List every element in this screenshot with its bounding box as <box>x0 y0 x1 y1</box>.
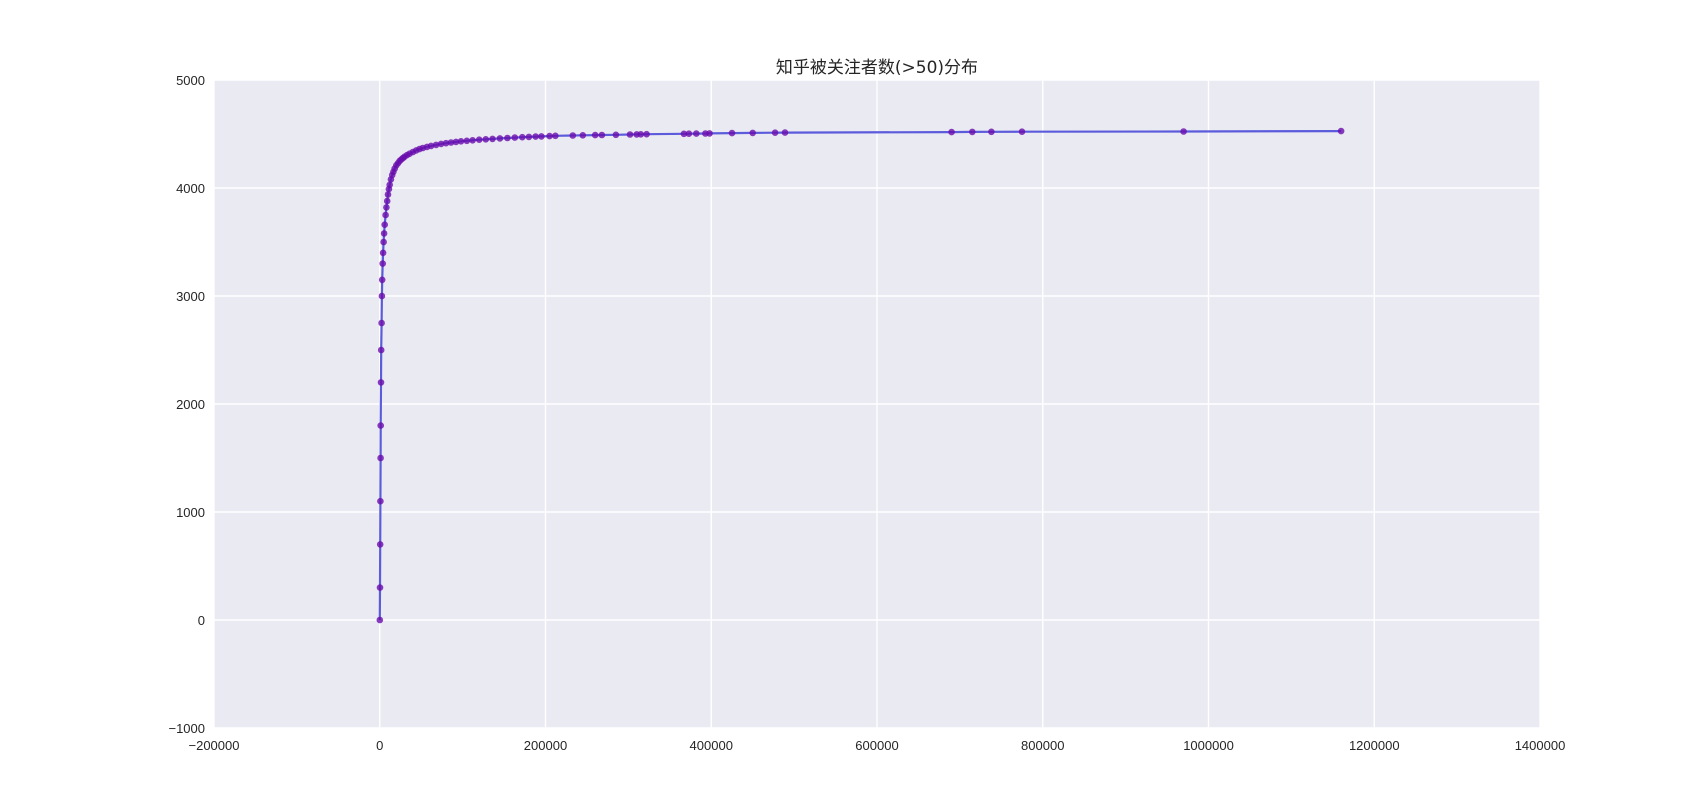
data-point <box>452 138 460 146</box>
y-tick-label: 5000 <box>176 73 205 88</box>
data-point <box>771 129 779 136</box>
x-tick-label: −200000 <box>189 738 240 753</box>
data-point <box>382 211 389 219</box>
data-point <box>427 142 435 150</box>
data-point <box>598 131 606 139</box>
data-point <box>437 140 445 148</box>
data-point <box>489 135 496 143</box>
data-point <box>538 133 545 140</box>
data-point <box>781 129 789 136</box>
data-point <box>552 132 559 140</box>
x-tick-label: 600000 <box>855 738 898 753</box>
data-point <box>380 230 388 237</box>
data-point <box>948 128 955 136</box>
data-point <box>482 136 490 143</box>
data-point <box>380 238 387 246</box>
data-point <box>376 584 384 591</box>
data-point <box>377 454 384 462</box>
y-tick-labels: −1000 0 1000 2000 3000 4000 5000 <box>168 73 205 736</box>
data-point <box>457 138 465 145</box>
data-point <box>377 497 384 505</box>
data-point <box>525 133 533 141</box>
data-point <box>447 139 455 146</box>
data-point <box>379 249 387 257</box>
y-tick-label: 4000 <box>176 181 205 196</box>
data-point <box>519 133 526 141</box>
data-point <box>612 131 620 139</box>
data-point <box>569 132 577 139</box>
y-tick-label: 2000 <box>176 397 205 412</box>
x-tick-label: 200000 <box>524 738 567 753</box>
chart-title: 知乎被关注者数(>50)分布 <box>776 58 978 78</box>
x-tick-label: 400000 <box>690 738 733 753</box>
x-tick-label: 1400000 <box>1515 738 1566 753</box>
y-tick-label: 0 <box>198 613 205 628</box>
data-point <box>378 319 385 327</box>
data-point <box>377 346 385 354</box>
data-point <box>377 422 385 429</box>
data-point <box>383 204 390 211</box>
y-tick-label: 1000 <box>176 505 205 520</box>
data-point <box>1018 128 1026 135</box>
data-point <box>988 128 995 136</box>
data-point <box>591 131 599 139</box>
data-point <box>749 129 756 137</box>
data-point <box>1180 128 1187 135</box>
data-point <box>546 132 553 140</box>
data-point <box>376 541 384 548</box>
data-point <box>626 131 634 138</box>
data-point <box>386 181 394 189</box>
y-tick-label: −1000 <box>168 721 205 736</box>
data-point <box>579 132 587 139</box>
data-point <box>728 129 736 137</box>
data-point <box>383 197 391 205</box>
data-point <box>469 137 476 144</box>
data-point <box>496 135 504 142</box>
x-tick-labels: −200000 0 200000 400000 600000 800000 1000000 1… <box>189 738 1566 753</box>
data-point <box>442 139 450 147</box>
data-point <box>378 292 386 300</box>
data-point <box>637 131 645 138</box>
grid-lines <box>213 79 1541 729</box>
data-point <box>463 137 471 145</box>
data-point <box>693 130 700 137</box>
data-point <box>376 616 384 624</box>
x-tick-label: 1200000 <box>1349 738 1400 753</box>
data-point <box>680 130 688 138</box>
data-point <box>532 133 539 140</box>
y-tick-label: 3000 <box>176 289 205 304</box>
data-point <box>378 276 386 284</box>
data-point <box>381 221 389 228</box>
data-point <box>432 141 440 149</box>
data-point <box>643 130 650 138</box>
data-point <box>377 379 385 386</box>
data-point <box>685 130 693 137</box>
series-layer <box>376 127 1345 624</box>
x-tick-label: 0 <box>376 738 383 753</box>
data-point <box>379 260 387 267</box>
data-point <box>511 134 519 141</box>
data-point <box>969 128 976 136</box>
data-point <box>384 191 392 198</box>
data-point <box>475 136 483 143</box>
data-point <box>706 130 713 137</box>
x-tick-label: 1000000 <box>1183 738 1234 753</box>
x-tick-label: 800000 <box>1021 738 1064 753</box>
data-point <box>1337 127 1345 135</box>
data-point <box>504 134 511 142</box>
